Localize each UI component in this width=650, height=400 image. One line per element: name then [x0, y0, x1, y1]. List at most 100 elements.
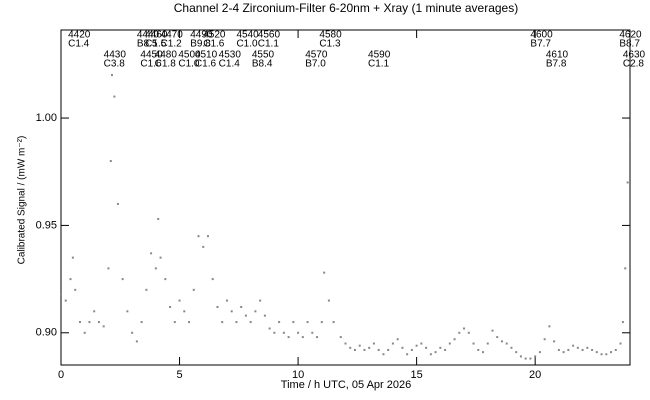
data-point: [420, 342, 423, 345]
data-point: [173, 321, 176, 324]
data-point: [610, 351, 613, 354]
x-tick-label: 20: [529, 369, 541, 381]
data-point: [183, 310, 186, 313]
data-point: [159, 256, 162, 259]
data-point: [150, 252, 153, 255]
flare-class: C1.3: [319, 39, 341, 50]
flare-event: 4550: [252, 50, 275, 61]
data-point: [557, 348, 560, 351]
data-point: [562, 351, 565, 354]
plot-frame: [60, 29, 631, 366]
flare-class: C1.2: [161, 39, 183, 50]
data-point: [323, 271, 326, 274]
y-tick-label: 0.95: [36, 219, 57, 231]
data-point: [429, 353, 432, 356]
data-point: [107, 267, 110, 270]
data-point: [624, 267, 627, 270]
data-point: [372, 342, 375, 345]
y-tick-label: 0.90: [36, 327, 57, 339]
flare-class: C1.1: [368, 59, 390, 70]
data-point: [482, 351, 485, 354]
data-point: [626, 181, 629, 184]
data-point: [353, 348, 356, 351]
data-point: [387, 348, 390, 351]
data-point: [600, 353, 603, 356]
data-point: [131, 331, 134, 334]
flare-event: 4620: [619, 30, 642, 41]
data-point: [621, 321, 624, 324]
data-point: [605, 353, 608, 356]
flare-event: 4540: [236, 30, 259, 41]
flare-class: B7.0: [305, 59, 326, 70]
flare-event: 4430: [104, 50, 127, 61]
data-point: [519, 355, 522, 358]
flare-event: 4460: [145, 30, 168, 41]
data-point: [619, 342, 622, 345]
flare-event: 4470: [161, 30, 184, 41]
flare-class: C1.0: [236, 39, 258, 50]
flare-class: C3.8: [104, 59, 126, 70]
data-point: [292, 321, 295, 324]
data-point: [192, 288, 195, 291]
data-point: [126, 310, 129, 313]
data-point: [206, 235, 209, 238]
data-point: [121, 278, 124, 281]
data-point: [278, 321, 281, 324]
data-point: [113, 95, 116, 98]
data-point: [268, 327, 271, 330]
flare-class: C2.8: [623, 59, 645, 70]
data-point: [221, 321, 224, 324]
data-point: [327, 299, 330, 302]
data-point: [235, 321, 238, 324]
data-point: [332, 321, 335, 324]
flare-class: B7.7: [530, 39, 551, 50]
flare-event: 4520: [203, 30, 226, 41]
flare-event: 4530: [219, 50, 242, 61]
flare-event: 4600: [530, 30, 553, 41]
x-tick-label: 0: [58, 369, 64, 381]
y-tick-label: 1.00: [36, 112, 57, 124]
data-point: [358, 344, 361, 347]
data-point: [529, 357, 532, 360]
flare-event: 4510: [195, 50, 218, 61]
flare-class: C1.6: [195, 59, 217, 70]
x-tick-label: 5: [176, 369, 182, 381]
data-point: [406, 353, 409, 356]
data-point: [543, 338, 546, 341]
data-point: [282, 331, 285, 334]
data-point: [240, 306, 243, 309]
data-point: [344, 342, 347, 345]
data-point: [178, 299, 181, 302]
data-point: [263, 314, 266, 317]
data-point: [534, 355, 537, 358]
data-point: [500, 340, 503, 343]
data-point: [434, 351, 437, 354]
data-point: [60, 293, 62, 296]
flare-class: C1.6: [203, 39, 225, 50]
data-point: [109, 159, 112, 162]
data-point: [188, 321, 191, 324]
data-point: [363, 348, 366, 351]
data-point: [71, 256, 74, 259]
data-point: [368, 346, 371, 349]
data-point: [401, 346, 404, 349]
x-axis-label: Time / h UTC, 05 Apr 2026: [281, 379, 411, 391]
data-point: [140, 321, 143, 324]
data-point: [306, 321, 309, 324]
data-point: [458, 331, 461, 334]
flare-class: C1.4: [219, 59, 241, 70]
flare-class: B8.7: [619, 39, 640, 50]
data-point: [472, 342, 475, 345]
data-point: [154, 267, 157, 270]
data-point: [553, 340, 556, 343]
flare-event: 4630: [623, 50, 646, 61]
data-point: [74, 288, 77, 291]
data-point: [83, 331, 86, 334]
data-point: [614, 348, 617, 351]
flare-event: 4420: [68, 30, 91, 41]
flare-event: 4580: [319, 30, 342, 41]
data-point: [216, 306, 219, 309]
data-point: [230, 310, 233, 313]
data-point: [448, 342, 451, 345]
